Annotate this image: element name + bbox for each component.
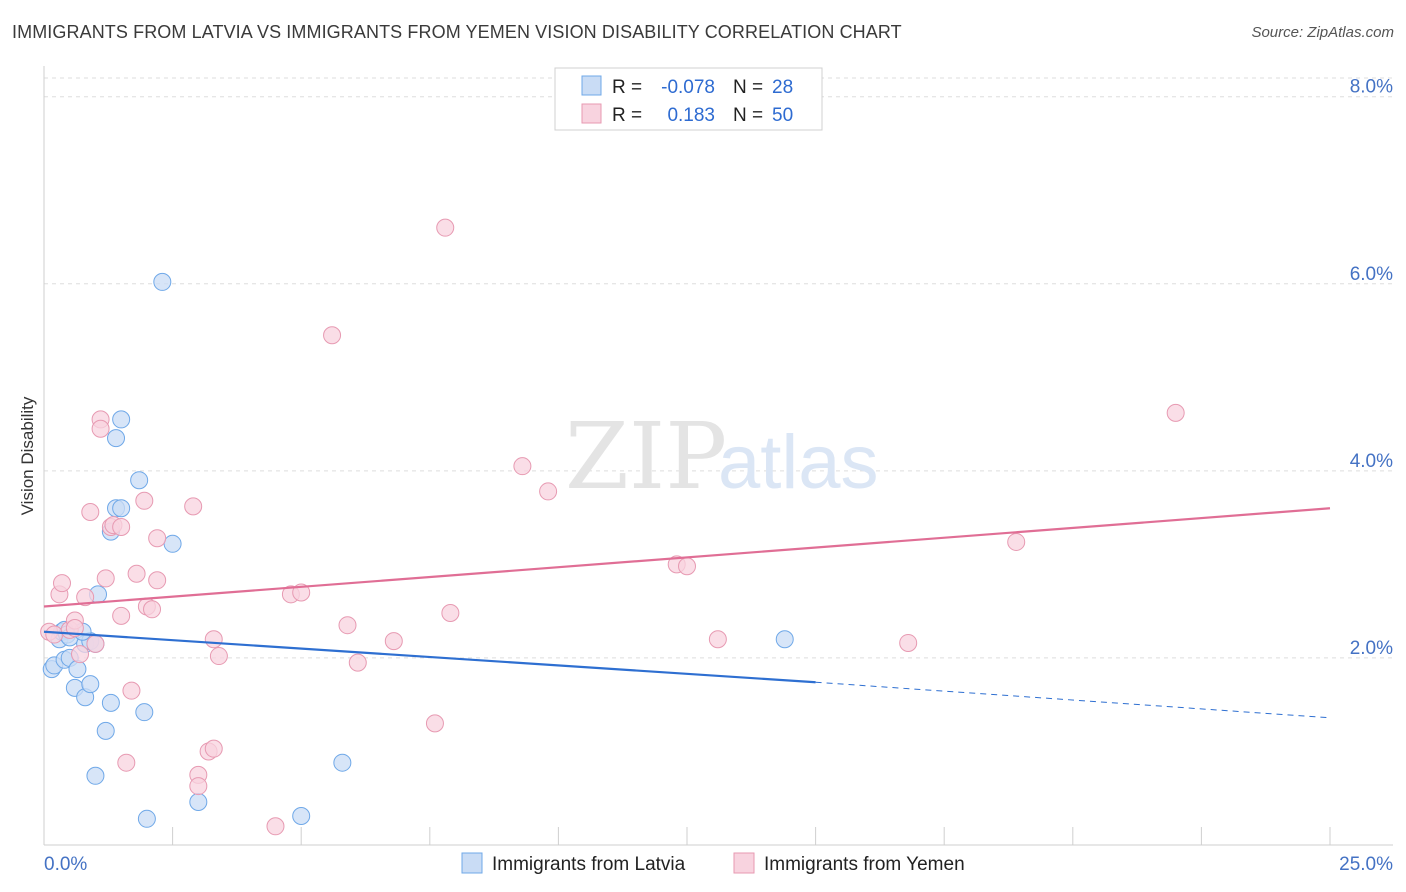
latvia-point-34 bbox=[775, 630, 794, 649]
yemen-point-43 bbox=[513, 457, 532, 476]
y-tick-label-0: 2.0% bbox=[1350, 638, 1393, 659]
yemen-point-19 bbox=[122, 681, 141, 700]
series-legend-swatch-yemen bbox=[733, 852, 755, 874]
yemen-point-39 bbox=[384, 632, 403, 651]
series-legend-label-latvia: Immigrants from Latvia bbox=[492, 854, 686, 875]
series-legend-swatch-latvia bbox=[461, 852, 483, 874]
stats-legend: R = -0.078 N = 28 R = 0.183 N = 50 bbox=[554, 67, 823, 131]
latvia-point-10 bbox=[68, 660, 87, 679]
legend-n-value-latvia: 28 bbox=[772, 77, 793, 98]
latvia-point-22 bbox=[112, 499, 131, 518]
yemen-point-49 bbox=[1007, 532, 1026, 551]
legend-r-label-yemen: R = bbox=[612, 105, 642, 126]
latvia-point-23 bbox=[101, 693, 120, 712]
yemen-point-17 bbox=[112, 606, 131, 625]
latvia-point-24 bbox=[107, 429, 126, 448]
yemen-point-24 bbox=[148, 529, 167, 548]
yemen-point-9 bbox=[81, 503, 100, 522]
yemen-point-26 bbox=[184, 497, 203, 516]
yemen-point-1 bbox=[45, 625, 64, 644]
x-tick-label-right: 25.0% bbox=[1339, 854, 1393, 875]
yemen-point-37 bbox=[338, 616, 357, 635]
yemen-point-12 bbox=[91, 419, 110, 438]
latvia-point-25 bbox=[112, 410, 131, 429]
yemen-point-46 bbox=[678, 557, 696, 576]
yemen-point-21 bbox=[135, 491, 154, 510]
yemen-point-44 bbox=[539, 482, 558, 501]
y-tick-label-3: 8.0% bbox=[1350, 77, 1393, 98]
y-tick-label-1: 4.0% bbox=[1350, 451, 1393, 472]
yemen-point-33 bbox=[266, 817, 285, 836]
yemen-point-28 bbox=[189, 777, 208, 796]
yemen-point-32 bbox=[209, 647, 228, 666]
latvia-point-19 bbox=[96, 721, 115, 740]
grid-lines bbox=[44, 77, 1393, 659]
yemen-point-13 bbox=[96, 569, 115, 588]
yemen-point-20 bbox=[127, 564, 146, 583]
yemen-point-3 bbox=[53, 574, 72, 593]
watermark: ZIP atlas bbox=[565, 403, 879, 510]
series-legend-label-yemen: Immigrants from Yemen bbox=[764, 854, 965, 875]
yemen-point-30 bbox=[204, 739, 223, 758]
x-tick-label-left: 0.0% bbox=[44, 854, 87, 875]
yemen-point-25 bbox=[148, 571, 167, 590]
latvia-point-12 bbox=[81, 675, 100, 694]
yemen-point-50 bbox=[1166, 403, 1185, 422]
yemen-trend-line bbox=[43, 507, 1331, 608]
yemen-point-7 bbox=[71, 645, 90, 664]
latvia-point-17 bbox=[86, 766, 105, 785]
yemen-point-10 bbox=[86, 634, 105, 653]
yemen-point-42 bbox=[441, 604, 460, 623]
watermark-zip: ZIP bbox=[565, 403, 727, 510]
legend-n-label-yemen: N = bbox=[733, 105, 763, 126]
latvia-point-26 bbox=[130, 471, 149, 490]
yemen-point-36 bbox=[323, 326, 342, 345]
series-legend: Immigrants from Latvia Immigrants from Y… bbox=[461, 852, 965, 875]
yemen-point-31 bbox=[204, 630, 223, 649]
legend-r-label-latvia: R = bbox=[612, 77, 642, 98]
y-tick-label-2: 6.0% bbox=[1350, 264, 1393, 285]
latvia-point-32 bbox=[292, 807, 311, 826]
latvia-point-29 bbox=[153, 272, 172, 291]
legend-n-label-latvia: N = bbox=[733, 77, 763, 98]
y-tick-labels: 2.0% 4.0% 6.0% 8.0% bbox=[1350, 77, 1393, 659]
legend-n-value-yemen: 50 bbox=[772, 105, 793, 126]
legend-r-value-latvia: -0.078 bbox=[661, 77, 715, 98]
watermark-atlas: atlas bbox=[718, 420, 879, 505]
legend-r-value-yemen: 0.183 bbox=[667, 105, 715, 126]
yemen-point-48 bbox=[899, 633, 918, 652]
y-axis-title: Vision Disability bbox=[18, 396, 37, 515]
latvia-trend-line bbox=[43, 630, 816, 684]
scatter-points bbox=[40, 218, 1185, 836]
yemen-point-8 bbox=[76, 588, 95, 607]
axes bbox=[43, 66, 1393, 846]
yemen-point-18 bbox=[117, 753, 136, 772]
latvia-point-28 bbox=[137, 809, 156, 828]
latvia-point-27 bbox=[135, 703, 154, 722]
latvia-trend-line-extrapolated bbox=[815, 681, 1331, 719]
latvia-point-31 bbox=[189, 792, 208, 811]
yemen-point-23 bbox=[143, 600, 162, 619]
latvia-point-30 bbox=[163, 534, 182, 553]
yemen-point-40 bbox=[425, 714, 444, 733]
yemen-point-6 bbox=[65, 618, 84, 637]
legend-swatch-yemen bbox=[581, 103, 602, 124]
latvia-point-33 bbox=[333, 753, 352, 772]
yemen-point-16 bbox=[112, 517, 131, 536]
chart-title: IMMIGRANTS FROM LATVIA VS IMMIGRANTS FRO… bbox=[12, 22, 902, 42]
yemen-point-47 bbox=[708, 630, 727, 649]
yemen-point-41 bbox=[436, 218, 455, 237]
yemen-point-38 bbox=[348, 653, 367, 672]
chart-source: Source: ZipAtlas.com bbox=[1251, 24, 1394, 41]
trend-lines bbox=[43, 507, 1331, 719]
legend-swatch-latvia bbox=[581, 75, 602, 96]
